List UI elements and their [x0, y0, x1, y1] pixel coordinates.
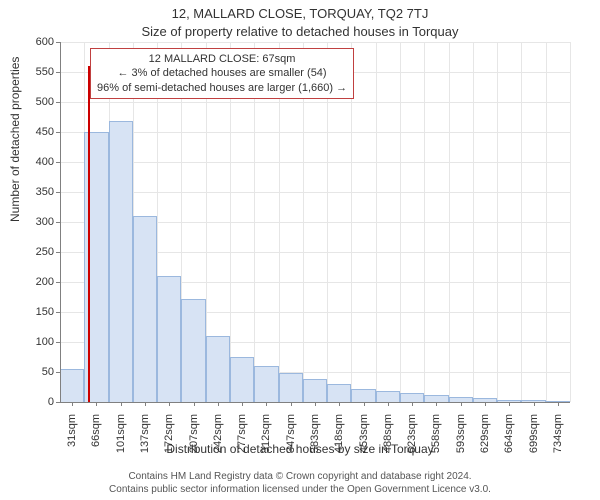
- histogram-bar: [351, 389, 375, 402]
- histogram-bar: [424, 395, 448, 402]
- gridline-v: [497, 42, 498, 402]
- gridline-v: [570, 42, 571, 402]
- y-tick-label: 150: [36, 306, 54, 318]
- chart-title-main: 12, MALLARD CLOSE, TORQUAY, TQ2 7TJ: [0, 6, 600, 21]
- y-tick-label: 400: [36, 156, 54, 168]
- y-tick-label: 50: [42, 366, 54, 378]
- gridline-h: [60, 162, 570, 163]
- chart-container: 12, MALLARD CLOSE, TORQUAY, TQ2 7TJ Size…: [0, 0, 600, 500]
- histogram-bar: [303, 379, 327, 402]
- histogram-bar: [133, 216, 157, 402]
- gridline-v: [473, 42, 474, 402]
- histogram-bar: [400, 393, 424, 402]
- annotation-box: 12 MALLARD CLOSE: 67sqm ← 3% of detached…: [90, 48, 354, 99]
- y-tick-label: 200: [36, 276, 54, 288]
- footer-line-2: Contains public sector information licen…: [0, 483, 600, 496]
- y-tick-label: 350: [36, 186, 54, 198]
- y-axis-line: [60, 42, 61, 402]
- y-tick-label: 450: [36, 126, 54, 138]
- x-axis-label: Distribution of detached houses by size …: [0, 442, 600, 456]
- y-tick-label: 500: [36, 96, 54, 108]
- chart-title-sub: Size of property relative to detached ho…: [0, 24, 600, 39]
- histogram-bar: [60, 369, 84, 402]
- gridline-v: [424, 42, 425, 402]
- histogram-bar: [254, 366, 278, 402]
- footer-line-1: Contains HM Land Registry data © Crown c…: [0, 470, 600, 483]
- histogram-bar: [206, 336, 230, 402]
- y-tick-label: 100: [36, 336, 54, 348]
- annotation-line-3: 96% of semi-detached houses are larger (…: [97, 81, 347, 95]
- gridline-v: [521, 42, 522, 402]
- footer-attribution: Contains HM Land Registry data © Crown c…: [0, 470, 600, 496]
- histogram-bar: [181, 299, 205, 402]
- histogram-bar: [327, 384, 351, 402]
- histogram-bar: [157, 276, 181, 402]
- y-tick-label: 250: [36, 246, 54, 258]
- gridline-v: [376, 42, 377, 402]
- histogram-bar: [109, 121, 133, 402]
- gridline-v: [449, 42, 450, 402]
- marker-line: [88, 66, 90, 402]
- y-tick-label: 600: [36, 36, 54, 48]
- gridline-h: [60, 192, 570, 193]
- annotation-line-1: 12 MALLARD CLOSE: 67sqm: [97, 52, 347, 66]
- annotation-line-2: ← 3% of detached houses are smaller (54): [97, 66, 347, 80]
- gridline-h: [60, 42, 570, 43]
- y-tick-label: 300: [36, 216, 54, 228]
- y-tick-label: 550: [36, 66, 54, 78]
- gridline-v: [400, 42, 401, 402]
- gridline-v: [546, 42, 547, 402]
- gridline-h: [60, 102, 570, 103]
- histogram-bar: [230, 357, 254, 402]
- histogram-bar: [279, 373, 303, 402]
- histogram-bar: [376, 391, 400, 402]
- y-tick-label: 0: [48, 396, 54, 408]
- y-axis-label: Number of detached properties: [8, 57, 22, 222]
- gridline-h: [60, 132, 570, 133]
